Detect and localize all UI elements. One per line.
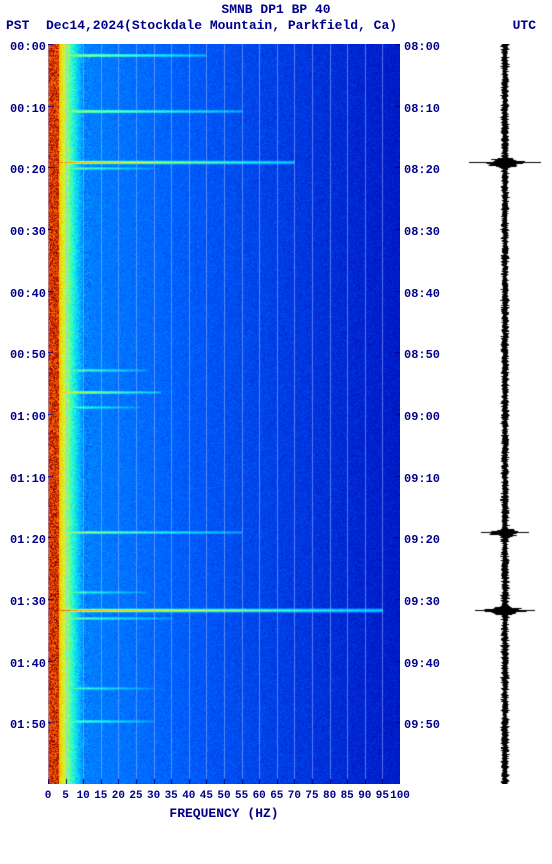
x-tick: 100 <box>390 790 410 802</box>
y-tick-right: 08:20 <box>404 163 448 177</box>
seismogram-plot <box>468 44 542 784</box>
x-tick: 25 <box>129 790 142 802</box>
y-tick-right: 08:30 <box>404 225 448 239</box>
x-tick: 20 <box>112 790 125 802</box>
y-tick-right: 09:30 <box>404 595 448 609</box>
x-tick: 55 <box>235 790 248 802</box>
y-tick-left: 01:00 <box>2 410 46 424</box>
x-tick: 80 <box>323 790 336 802</box>
y-tick-left: 01:20 <box>2 533 46 547</box>
y-tick-left: 01:30 <box>2 595 46 609</box>
y-tick-left: 00:40 <box>2 287 46 301</box>
x-tick: 5 <box>62 790 69 802</box>
y-tick-left: 00:10 <box>2 102 46 116</box>
y-tick-left: 00:00 <box>2 40 46 54</box>
date-location: Dec14,2024(Stockdale Mountain, Parkfield… <box>46 18 486 33</box>
x-tick: 95 <box>376 790 389 802</box>
y-tick-left: 00:50 <box>2 348 46 362</box>
chart-title: SMNB DP1 BP 40 <box>0 0 552 18</box>
y-tick-right: 08:40 <box>404 287 448 301</box>
y-tick-right: 08:00 <box>404 40 448 54</box>
x-tick: 85 <box>341 790 354 802</box>
y-tick-left: 00:20 <box>2 163 46 177</box>
y-tick-left: 01:10 <box>2 472 46 486</box>
spectrogram-plot <box>48 44 400 784</box>
y-tick-right: 09:10 <box>404 472 448 486</box>
x-tick: 35 <box>165 790 178 802</box>
x-tick: 50 <box>217 790 230 802</box>
tz-left-label: PST <box>6 18 46 33</box>
x-tick: 30 <box>147 790 160 802</box>
x-tick: 75 <box>305 790 318 802</box>
x-tick: 90 <box>358 790 371 802</box>
y-tick-right: 09:40 <box>404 657 448 671</box>
x-tick: 65 <box>270 790 283 802</box>
x-tick: 15 <box>94 790 107 802</box>
y-tick-left: 01:40 <box>2 657 46 671</box>
y-tick-right: 09:00 <box>404 410 448 424</box>
y-axis-left: 00:0000:1000:2000:3000:4000:5001:0001:10… <box>2 44 46 784</box>
y-tick-left: 01:50 <box>2 718 46 732</box>
frequency-axis-label: FREQUENCY (HZ) <box>48 806 400 821</box>
x-tick: 60 <box>253 790 266 802</box>
y-axis-right: 08:0008:1008:2008:3008:4008:5009:0009:10… <box>404 44 448 784</box>
x-tick: 45 <box>200 790 213 802</box>
x-tick: 70 <box>288 790 301 802</box>
y-tick-right: 08:50 <box>404 348 448 362</box>
x-tick: 10 <box>77 790 90 802</box>
x-tick: 40 <box>182 790 195 802</box>
y-tick-left: 00:30 <box>2 225 46 239</box>
x-tick: 0 <box>45 790 52 802</box>
y-tick-right: 09:50 <box>404 718 448 732</box>
spectrogram-canvas <box>48 44 400 784</box>
tz-right-label: UTC <box>486 18 546 33</box>
seismogram-canvas <box>468 44 542 784</box>
header-row: PST Dec14,2024(Stockdale Mountain, Parkf… <box>0 18 552 37</box>
frequency-axis: FREQUENCY (HZ) 05 10 15 20 25 30 35 40 45 50 55 60 6… <box>48 784 400 834</box>
y-tick-right: 09:20 <box>404 533 448 547</box>
y-tick-right: 08:10 <box>404 102 448 116</box>
